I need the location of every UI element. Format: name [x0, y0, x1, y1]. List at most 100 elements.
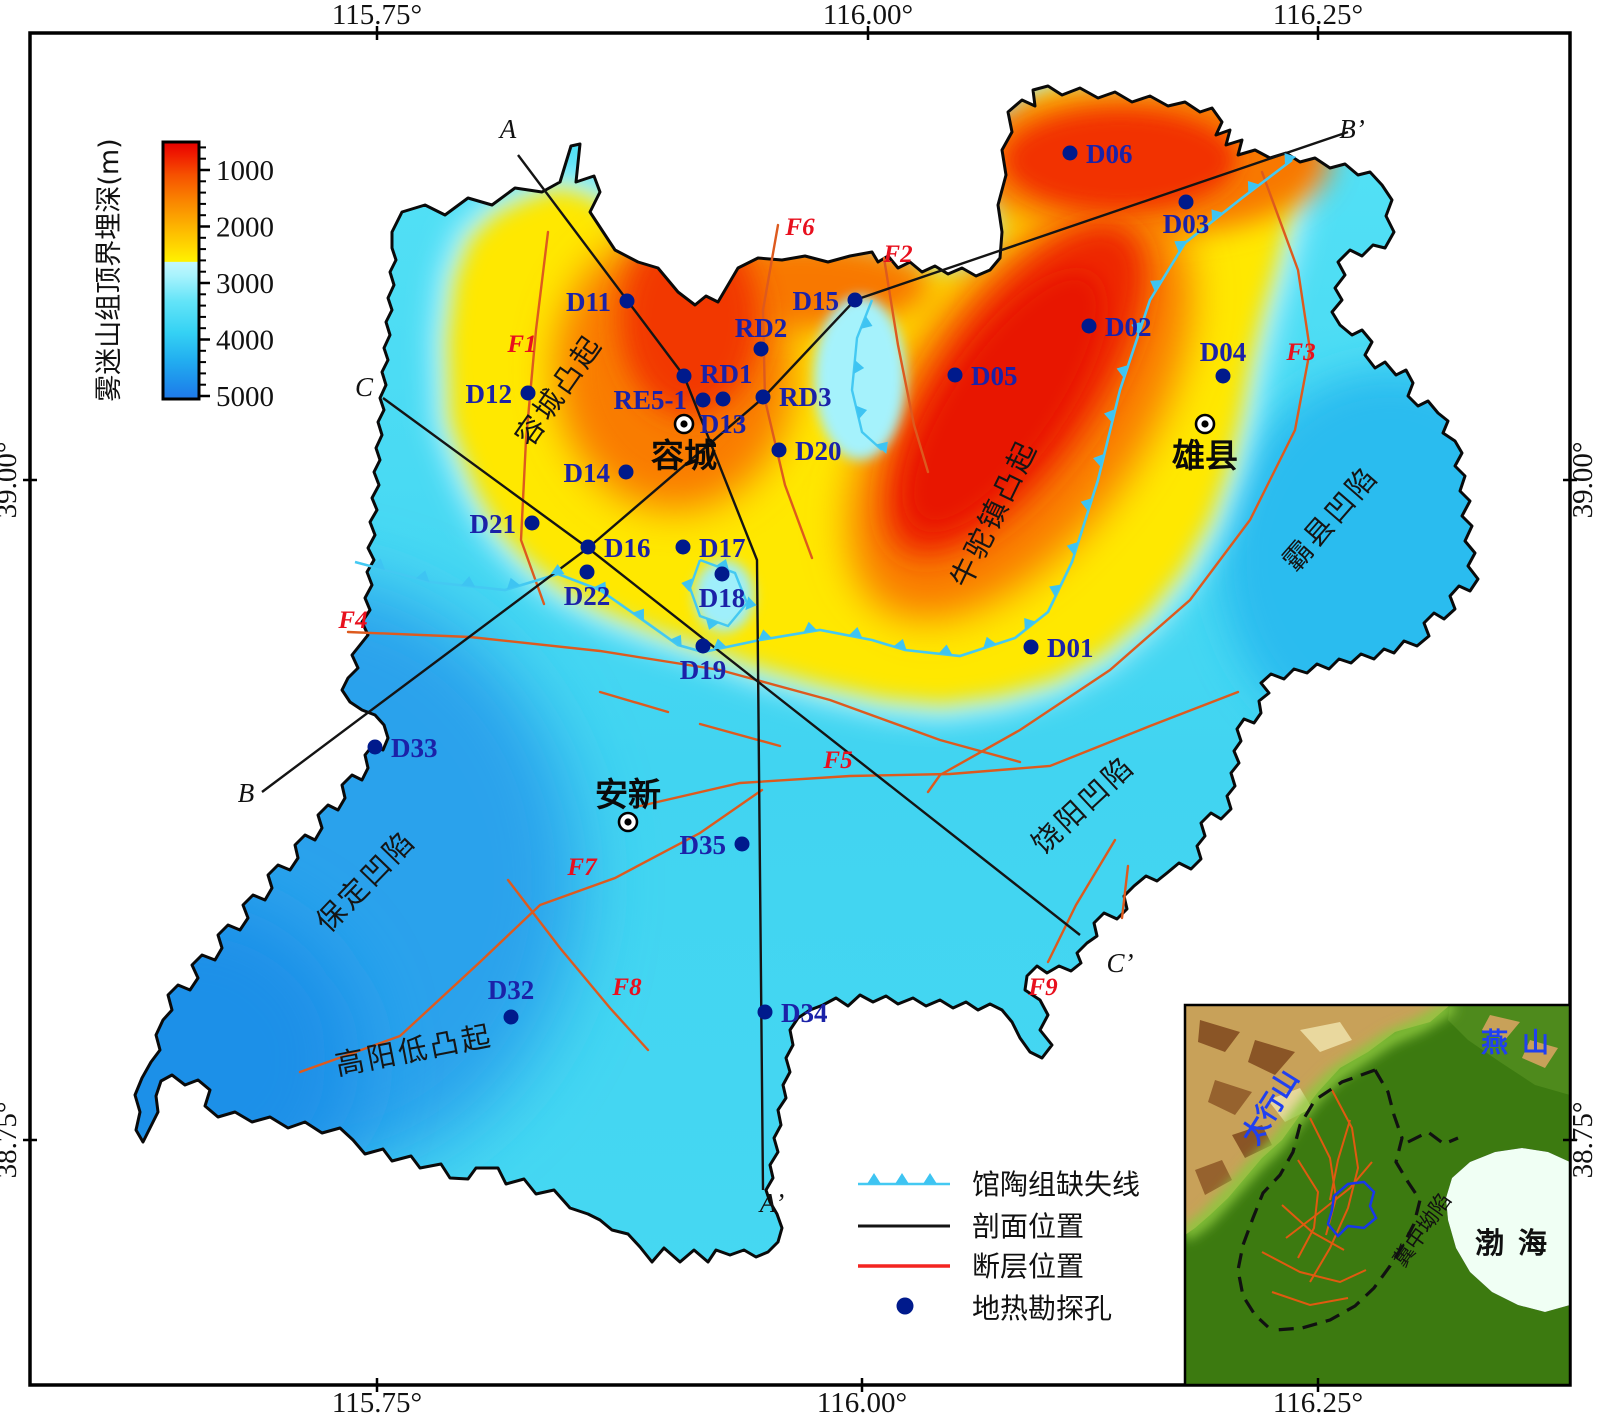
fault-F8	[506, 878, 650, 1052]
section-label-B’: B’	[1339, 114, 1364, 144]
well-dot-D12	[520, 385, 536, 401]
fault-F9a	[1046, 838, 1117, 964]
guantao-triangle-icon	[860, 315, 873, 329]
inset-study-area-outline	[1326, 1180, 1378, 1238]
fault-label-F6: F6	[784, 214, 815, 241]
guantao-triangle-icon	[669, 634, 682, 647]
guantao-triangle-icon	[893, 638, 907, 651]
guantao-triangle-icon	[550, 564, 565, 575]
well-dot-D21	[524, 515, 540, 531]
well-dot-D22	[579, 564, 595, 580]
well-label-D13: D13	[700, 409, 747, 439]
legend-well-label: 地热勘探孔	[972, 1292, 1112, 1325]
well-dot-RD2	[753, 341, 769, 357]
well-dot-RD3	[755, 389, 771, 405]
guantao-triangle-icon	[632, 608, 644, 621]
city-label: 安新	[595, 775, 661, 814]
well-dot-D18	[714, 566, 730, 582]
well-dot-RE5-1	[695, 392, 711, 408]
well-label-D21: D21	[470, 509, 517, 539]
well-label-D34: D34	[781, 998, 828, 1028]
fault-label-F5: F5	[822, 747, 852, 774]
well-dot-D33	[367, 739, 383, 755]
well-label-D22: D22	[564, 581, 611, 611]
city-symbol-dot-icon	[680, 420, 688, 428]
guantao-triangle-icon	[705, 618, 720, 630]
well-dot-D35	[734, 836, 750, 852]
guantao-triangle-icon	[875, 441, 888, 454]
fault-label-F3: F3	[1285, 339, 1315, 366]
fault-F9b	[1120, 864, 1130, 920]
colorbar-tick-label: 1000	[216, 155, 274, 187]
fault-labels: F1 F2 F3 F4 F5 F6 F7 F8 F9	[337, 214, 1315, 1001]
fault-label-F7: F7	[566, 854, 598, 881]
inset-faults	[1261, 1089, 1373, 1307]
well-label-RE5-1: RE5-1	[614, 385, 688, 415]
guantao-triangle-icon	[1066, 541, 1079, 556]
section-line-A	[517, 154, 765, 1191]
fault-F3	[926, 170, 1312, 794]
fault-F1	[519, 230, 550, 606]
axis-label-bottom: 116.25°	[1273, 1387, 1363, 1416]
fault-F2	[882, 256, 930, 474]
fault-F5	[638, 690, 1240, 808]
guantao-triangle-icon	[415, 570, 430, 582]
guantao-triangle-icon	[758, 629, 772, 641]
colorbar-tick-label: 5000	[216, 381, 274, 413]
well-label-D18: D18	[699, 583, 746, 613]
guantao-triangle-icon	[1103, 409, 1116, 423]
well-dot-RD1	[676, 368, 692, 384]
guantao-triangle-icon	[461, 576, 476, 587]
fault-label-F2: F2	[882, 241, 912, 268]
fault-dash-1	[598, 690, 670, 714]
well-label-D15: D15	[793, 286, 840, 316]
well-label-D16: D16	[604, 533, 651, 563]
legend-guantao-item: 馆陶组缺失线	[858, 1168, 1140, 1201]
section-label-C: C	[355, 372, 374, 402]
well-dot-D01	[1023, 639, 1039, 655]
section-label-C’: C’	[1107, 948, 1134, 978]
well-label-RD3: RD3	[779, 382, 832, 412]
axis-label-left: 38.75°	[0, 1102, 23, 1179]
well-label-D11: D11	[566, 287, 611, 317]
well-dot-D34	[757, 1004, 773, 1020]
fault-lines	[298, 170, 1312, 1074]
guantao-triangle-icon	[938, 644, 953, 656]
colorbar-tick-label: 3000	[216, 268, 274, 300]
well-dot-D04	[1215, 368, 1231, 384]
well-dot-D19	[695, 638, 711, 654]
well-dot-D05	[947, 367, 963, 383]
map-legend: 馆陶组缺失线 剖面位置 断层位置 地热勘探孔	[858, 1168, 1140, 1325]
section-label-A: A	[498, 114, 517, 144]
guantao-triangle-icon	[506, 577, 521, 590]
legend-guantao-label: 馆陶组缺失线	[972, 1168, 1140, 1201]
well-dot-D32	[503, 1009, 519, 1025]
axis-label-top: 116.25°	[1273, 0, 1363, 31]
legend-section-item: 剖面位置	[858, 1210, 1084, 1243]
well-label-D20: D20	[795, 436, 842, 466]
guantao-triangle-icon	[1211, 209, 1224, 222]
section-label-B: B	[238, 778, 255, 808]
deep-zone-baxian	[1220, 370, 1478, 750]
guantao-triangle-icon	[803, 621, 818, 633]
well-label-D06: D06	[1086, 139, 1133, 169]
inset-yanshan-mountains	[1448, 1005, 1570, 1095]
guantao-triangle-icon	[1247, 180, 1260, 194]
study-area-boundary	[133, 84, 1480, 1264]
guantao-triangle-icon	[1284, 153, 1297, 166]
well-label-D14: D14	[564, 458, 611, 488]
well-label-D33: D33	[391, 733, 438, 763]
guantao-triangle-icon	[681, 578, 693, 592]
guantao-triangle-icon	[853, 360, 865, 374]
well-dot-D03	[1178, 194, 1194, 210]
guantao-triangle-icon	[983, 636, 997, 649]
colorbar: 雾迷山组顶界埋深(m) 1000 2000 3000 4000 5000	[94, 138, 274, 413]
well-dot-D06	[1062, 145, 1078, 161]
well-label-D02: D02	[1105, 312, 1152, 342]
guantao-triangle-icon	[1049, 584, 1062, 598]
well-label-RD2: RD2	[735, 313, 788, 343]
